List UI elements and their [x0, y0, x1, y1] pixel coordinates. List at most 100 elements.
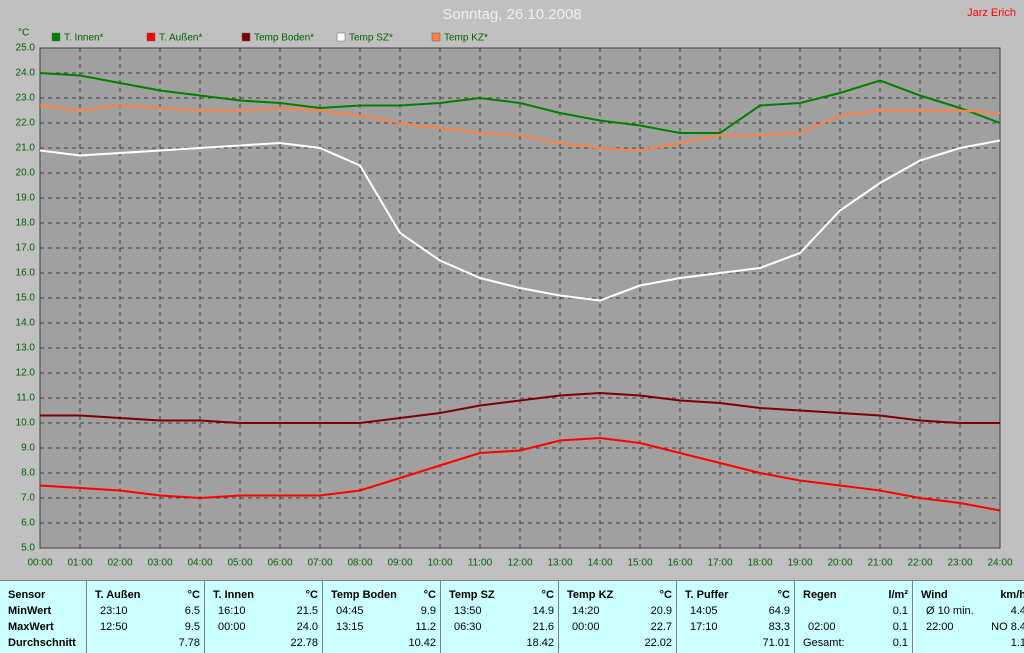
x-tick-label: 24:00: [987, 558, 1012, 569]
y-tick-label: 5.0: [21, 543, 35, 554]
column-divider: [794, 581, 795, 653]
max-time: 02:00: [808, 621, 836, 633]
group-unit: °C: [659, 589, 672, 601]
max-value: 24.0: [296, 621, 318, 633]
x-tick-label: 16:00: [667, 558, 692, 569]
min-time: 16:10: [218, 605, 246, 617]
x-tick-label: 17:00: [707, 558, 732, 569]
y-tick-label: 19.0: [16, 193, 36, 204]
legend-label: Temp KZ*: [444, 33, 488, 44]
group-unit: l/m²: [888, 589, 908, 601]
x-tick-label: 19:00: [787, 558, 812, 569]
max-value: NO 8.4: [991, 621, 1024, 633]
max-value: 22.7: [650, 621, 672, 633]
min-time: Ø 10 min.: [926, 605, 974, 617]
x-tick-label: 01:00: [67, 558, 92, 569]
y-tick-label: 21.0: [16, 143, 36, 154]
group-name: Temp KZ: [567, 589, 614, 601]
group-unit: km/h: [1000, 589, 1024, 601]
row-label: Durchschnitt: [8, 637, 76, 649]
min-time: 14:20: [572, 605, 600, 617]
group-name: T. Innen: [213, 589, 254, 601]
y-tick-label: 14.0: [16, 318, 36, 329]
avg-value: 1.1: [1010, 637, 1024, 649]
legend-label: T. Außen*: [159, 33, 202, 44]
legend-swatch: [146, 32, 156, 42]
legend-swatch: [51, 32, 61, 42]
x-tick-label: 00:00: [27, 558, 52, 569]
group-unit: °C: [305, 589, 318, 601]
series-line: [39, 72, 1001, 134]
y-tick-label: 9.0: [21, 443, 35, 454]
column-divider: [912, 581, 913, 653]
group-name: T. Puffer: [685, 589, 729, 601]
x-tick-label: 04:00: [187, 558, 212, 569]
y-tick-label: 16.0: [16, 268, 36, 279]
y-tick-label: 22.0: [16, 118, 36, 129]
y-tick-label: 13.0: [16, 343, 36, 354]
max-value: 0.1: [892, 621, 908, 633]
avg-value: 71.01: [762, 637, 790, 649]
column-divider: [322, 581, 323, 653]
group-unit: °C: [777, 589, 790, 601]
x-tick-label: 15:00: [627, 558, 652, 569]
x-tick-label: 20:00: [827, 558, 852, 569]
column-divider: [558, 581, 559, 653]
author: Jarz Erich: [967, 7, 1016, 19]
x-tick-label: 13:00: [547, 558, 572, 569]
column-divider: [86, 581, 87, 653]
avg-value: 18.42: [526, 637, 554, 649]
min-value: 9.9: [420, 605, 436, 617]
group-name: Wind: [921, 589, 948, 601]
x-tick-label: 03:00: [147, 558, 172, 569]
min-value: 20.9: [650, 605, 672, 617]
x-tick-label: 21:00: [867, 558, 892, 569]
y-tick-label: 18.0: [16, 218, 36, 229]
y-tick-label: 6.0: [21, 518, 35, 529]
avg-value: 7.78: [178, 637, 200, 649]
max-time: 12:50: [100, 621, 128, 633]
row-label: Sensor: [8, 589, 46, 601]
x-tick-label: 11:00: [468, 558, 493, 569]
x-tick-label: 09:00: [387, 558, 412, 569]
max-time: 17:10: [690, 621, 718, 633]
min-time: 23:10: [100, 605, 128, 617]
max-time: 13:15: [336, 621, 364, 633]
column-divider: [204, 581, 205, 653]
y-tick-label: 23.0: [16, 93, 36, 104]
group-name: Temp SZ: [449, 589, 495, 601]
legend-label: T. Innen*: [64, 33, 104, 44]
max-value: 9.5: [184, 621, 200, 633]
min-time: 14:05: [690, 605, 718, 617]
column-divider: [676, 581, 677, 653]
y-tick-label: 17.0: [16, 243, 36, 254]
legend-swatch: [336, 32, 346, 42]
legend-swatch: [431, 32, 441, 42]
x-tick-label: 08:00: [347, 558, 372, 569]
series-line: [39, 104, 1001, 152]
y-tick-label: 15.0: [16, 293, 36, 304]
min-value: 64.9: [768, 605, 790, 617]
y-tick-label: 7.0: [21, 493, 35, 504]
series-line: [39, 139, 1001, 302]
avg-label: Gesamt:: [803, 637, 845, 649]
max-time: 06:30: [454, 621, 482, 633]
x-tick-label: 07:00: [307, 558, 332, 569]
y-tick-label: 11.0: [16, 393, 35, 404]
legend-swatch: [241, 32, 251, 42]
avg-value: 22.78: [290, 637, 318, 649]
max-value: 11.2: [415, 621, 436, 633]
legend-label: Temp Boden*: [254, 33, 314, 44]
x-tick-label: 23:00: [947, 558, 972, 569]
chart-title: Sonntag, 26.10.2008: [442, 6, 581, 23]
x-tick-label: 22:00: [907, 558, 932, 569]
min-value: 0.1: [892, 605, 908, 617]
column-divider: [440, 581, 441, 653]
y-axis-label: °C: [18, 28, 29, 39]
x-tick-label: 12:00: [507, 558, 532, 569]
group-name: T. Außen: [95, 589, 141, 601]
stats-table: Sensor MinWert MaxWert Durchschnitt T. Außen…: [0, 580, 1024, 653]
group-unit: °C: [187, 589, 200, 601]
max-time: 22:00: [926, 621, 954, 633]
